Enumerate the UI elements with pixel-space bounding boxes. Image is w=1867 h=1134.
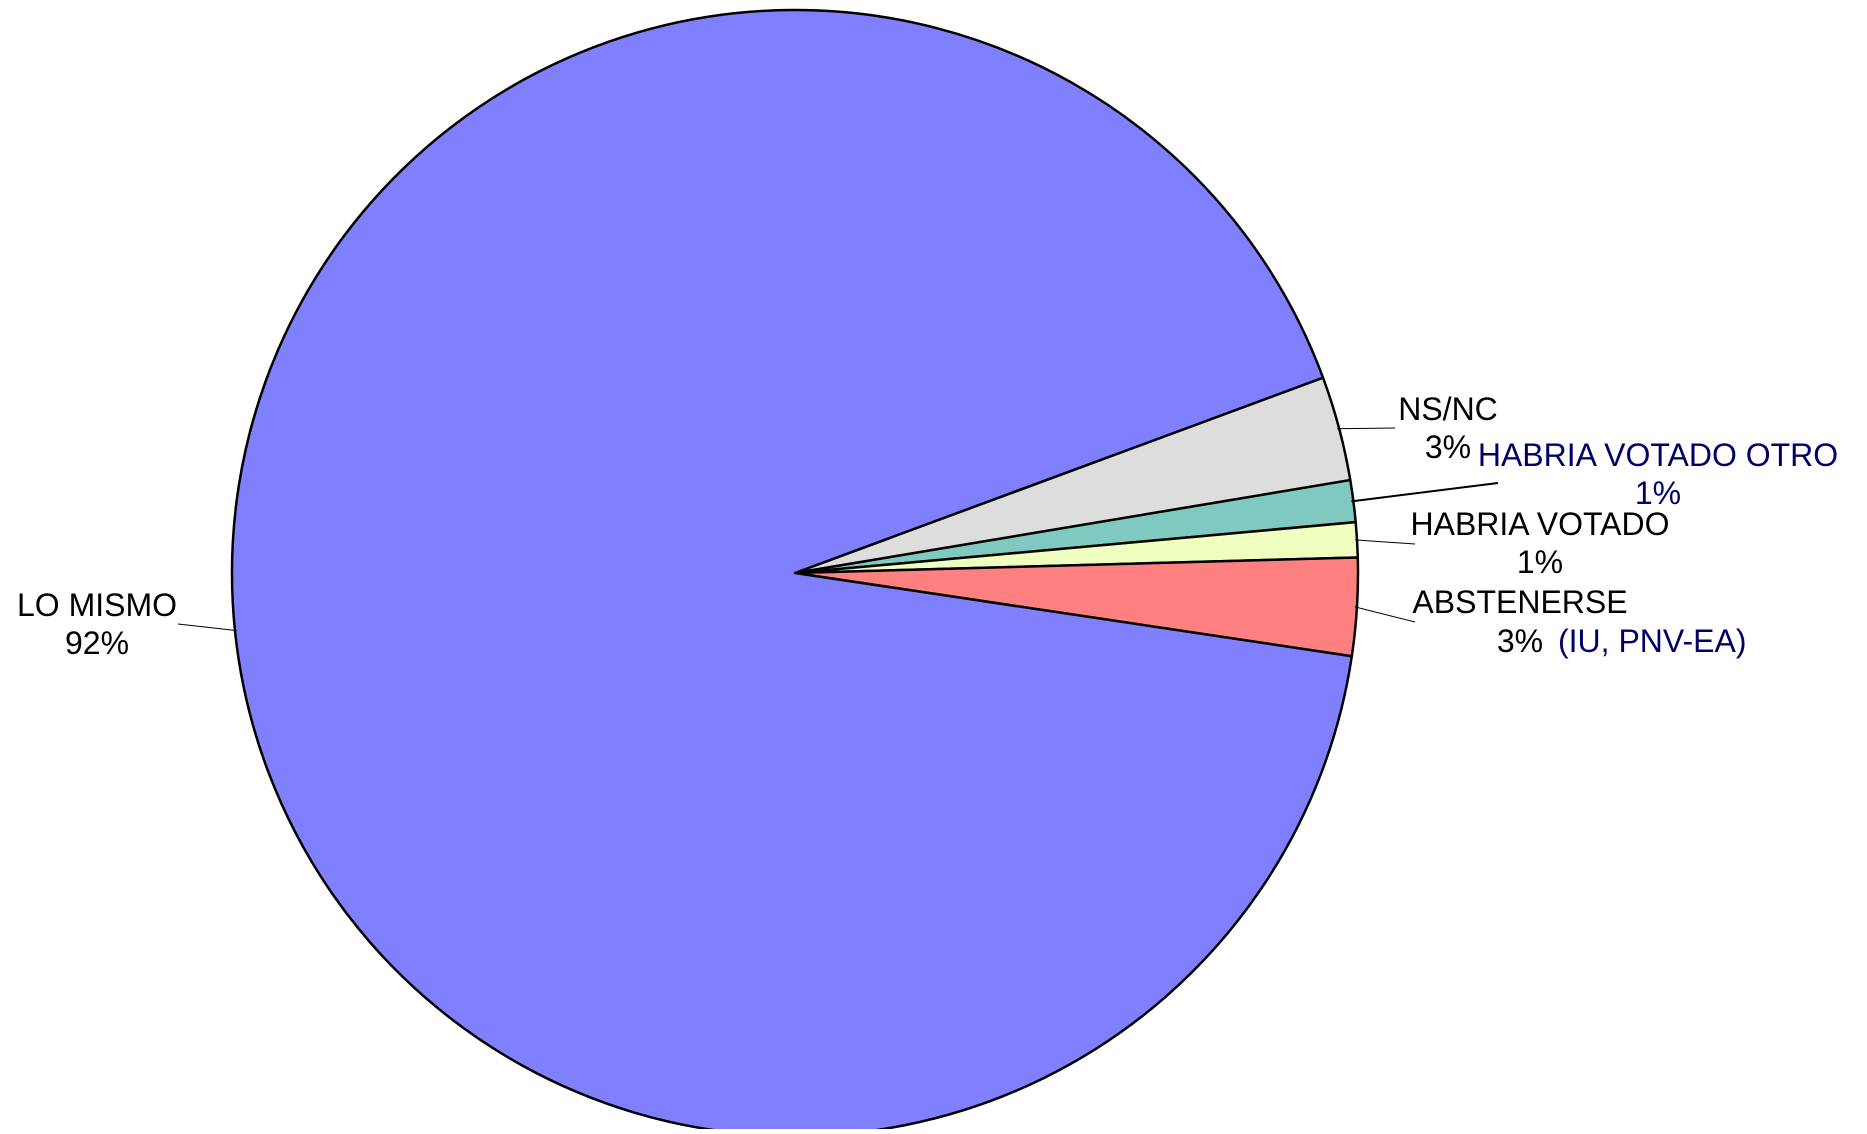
label-abstenerse-name: ABSTENERSE: [1412, 584, 1627, 620]
label-abstenerse-value: 3%: [1497, 623, 1543, 659]
label-habria-votado-value: 1%: [1517, 544, 1563, 580]
label-lo-mismo-name: LO MISMO: [17, 587, 177, 623]
label-lo-mismo-value: 92%: [65, 625, 129, 661]
leader-line: [1354, 539, 1416, 545]
label-abstenerse-annotation: (IU, PNV-EA): [1558, 623, 1746, 659]
label-habria-votado-otro-value: 1%: [1635, 475, 1681, 511]
pie-slices: [230, 8, 1360, 1134]
leader-line: [1354, 606, 1416, 623]
label-nsnc-value: 3%: [1425, 429, 1471, 465]
leader-line: [177, 623, 238, 632]
leader-line: [1337, 427, 1396, 430]
label-habria-votado-name: HABRIA VOTADO: [1410, 506, 1669, 542]
leader-line: [1351, 482, 1499, 503]
leader-lines: [177, 427, 1499, 632]
label-habria-votado-otro-name: HABRIA VOTADO OTRO: [1478, 437, 1838, 473]
label-nsnc-name: NS/NC: [1398, 391, 1498, 427]
